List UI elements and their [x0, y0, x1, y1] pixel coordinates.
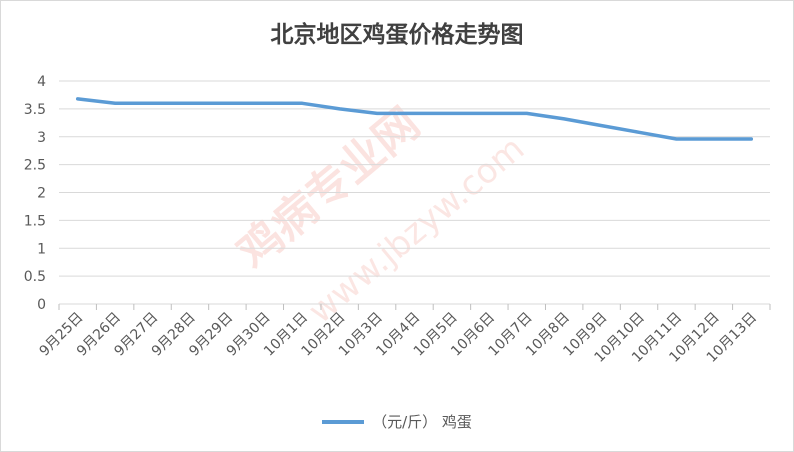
y-tick-label-0: 0: [37, 297, 46, 313]
legend: （元/斤） 鸡蛋: [1, 411, 793, 432]
y-tick-label-6: 3: [37, 130, 46, 146]
y-tick-label-3: 1.5: [24, 213, 46, 229]
y-tick-label-1: 0.5: [24, 269, 46, 285]
y-tick-label-8: 4: [37, 74, 46, 90]
y-tick-label-5: 2.5: [24, 158, 46, 174]
legend-label: （元/斤） 鸡蛋: [372, 413, 472, 431]
chart-title: 北京地区鸡蛋价格走势图: [270, 22, 524, 48]
y-tick-label-2: 1: [37, 241, 46, 257]
y-tick-label-7: 3.5: [24, 102, 46, 118]
series-line-0: [75, 97, 754, 141]
legend-swatch: [322, 419, 365, 424]
y-tick-label-4: 2: [37, 186, 46, 202]
